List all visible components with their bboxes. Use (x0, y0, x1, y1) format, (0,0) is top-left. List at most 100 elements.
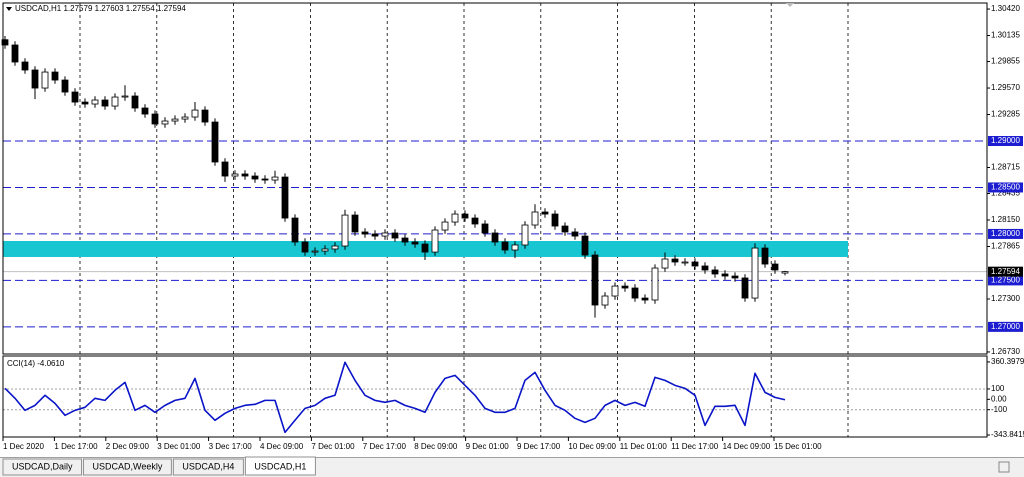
y-tick-label: 1.30420 (991, 4, 1020, 13)
tab-label: USDCAD,Weekly (93, 461, 163, 471)
low-value: 1.27554 (126, 4, 155, 13)
y-tick-label: 1.29285 (991, 110, 1020, 119)
candle-body (311, 250, 319, 253)
y-tick-label: 1.27865 (991, 242, 1020, 251)
tab[interactable]: USDCAD,Weekly (83, 458, 172, 476)
price-panel-frame (2, 2, 988, 355)
candle-body (751, 247, 759, 299)
y-tick-label: 1.26730 (991, 347, 1020, 356)
tab-scroll-icon[interactable] (998, 461, 1010, 473)
x-tick-label: 3 Dec 01:00 (157, 442, 201, 451)
symbol-title: USDCAD,H1 (15, 4, 62, 13)
candle-body (571, 231, 579, 237)
tab-list: USDCAD,Daily USDCAD,Weekly USDCAD,H4 USDCAD… (2, 456, 316, 476)
candle-body (501, 241, 509, 251)
candle-body (101, 99, 109, 107)
level-label: 1.28000 (991, 229, 1020, 238)
tab-background (83, 458, 172, 476)
menu-arrow[interactable] (6, 7, 12, 11)
cci-current: -4.0610 (37, 359, 65, 368)
level-label: 1.29000 (991, 136, 1020, 145)
tab[interactable]: USDCAD,H1 (244, 456, 316, 476)
level-label: 1.27500 (991, 276, 1020, 285)
shift-marker (786, 3, 794, 7)
current-price-label: 1.27594 (991, 267, 1020, 276)
candle-body (611, 285, 619, 297)
candle-body (141, 107, 149, 115)
cci-title: CCI(14) (7, 359, 35, 368)
candle-body (1, 39, 9, 46)
candle-body (121, 95, 129, 98)
candle-body (581, 235, 589, 256)
candle-body (211, 121, 219, 163)
candle-body (451, 213, 459, 223)
cci-header: CCI(14) -4.0610 (7, 359, 65, 368)
y-tick-label: 100 (991, 384, 1005, 393)
candle-body (31, 69, 39, 89)
y-tick-label: -100 (991, 405, 1008, 414)
candle-body (231, 173, 239, 177)
tab-label: USDCAD,H1 (254, 461, 306, 471)
y-tick-label: 0.00 (991, 394, 1007, 403)
level-label: 1.27000 (991, 322, 1020, 331)
candle-body (411, 241, 419, 245)
candle-body (761, 247, 769, 265)
candle-body (471, 217, 479, 225)
candle-body (561, 225, 569, 233)
tab[interactable]: USDCAD,Daily (2, 458, 83, 476)
x-tick-label: 7 Dec 17:00 (363, 442, 407, 451)
candle-body (131, 95, 139, 109)
x-tick-label: 11 Dec 01:00 (620, 442, 668, 451)
tab-background (172, 458, 244, 476)
level-label-box (988, 321, 1023, 332)
x-tick-label: 15 Dec 01:00 (774, 442, 822, 451)
y-tick-label: 1.29570 (991, 83, 1020, 92)
candle-body (621, 285, 629, 289)
y-tick-label: 1.27300 (991, 294, 1020, 303)
candle-body (41, 71, 49, 89)
candle-body (91, 99, 99, 105)
candle-body (191, 109, 199, 118)
level-label: 1.28500 (991, 183, 1020, 192)
candle-body (271, 176, 279, 181)
active-tab (244, 456, 316, 476)
open-value: 1.27579 (63, 4, 92, 13)
candle-body (591, 254, 599, 306)
y-tick-label: 1.28150 (991, 215, 1020, 224)
candle-body (61, 79, 69, 93)
x-tick-label: 11 Dec 17:00 (671, 442, 719, 451)
candle-body (161, 120, 169, 125)
cci-panel-frame (2, 355, 988, 438)
candle-body (381, 232, 389, 237)
current-price-box (988, 266, 1023, 277)
candle-body (701, 265, 709, 271)
x-tick-label: 8 Dec 09:00 (414, 442, 458, 451)
y-tick-label: 1.28715 (991, 163, 1020, 172)
candle-body (371, 233, 379, 237)
candle-body (331, 245, 339, 250)
candle-body (51, 71, 59, 81)
candle-body (221, 161, 229, 177)
level-label-box (988, 228, 1023, 239)
tab[interactable]: USDCAD,H4 (172, 458, 244, 476)
x-tick-label: 4 Dec 09:00 (260, 442, 304, 451)
candle-body (401, 237, 409, 243)
candle-body (11, 44, 19, 63)
tab-label: USDCAD,H4 (182, 461, 234, 471)
candle-body (241, 173, 249, 177)
candle-body (721, 273, 729, 277)
x-tick-label: 9 Dec 17:00 (517, 442, 561, 451)
candle-body (81, 101, 89, 105)
candle-body (441, 221, 449, 231)
candle-body (651, 267, 659, 301)
candle-body (171, 118, 179, 122)
candle-body (541, 211, 549, 215)
candle-body (551, 213, 559, 227)
candle-body (491, 232, 499, 243)
main-layer: 1.30420 1.30135 1.29855 1.29570 1.29285 1.287… (1, 4, 1024, 451)
x-tick-label: 14 Dec 09:00 (723, 442, 771, 451)
candle-body (351, 214, 359, 233)
chart-header: USDCAD,H1 1.27579 1.27603 1.27554 1.2759… (15, 4, 186, 13)
close-value: 1.27594 (157, 4, 186, 13)
tab-label: USDCAD,Daily (12, 461, 73, 471)
